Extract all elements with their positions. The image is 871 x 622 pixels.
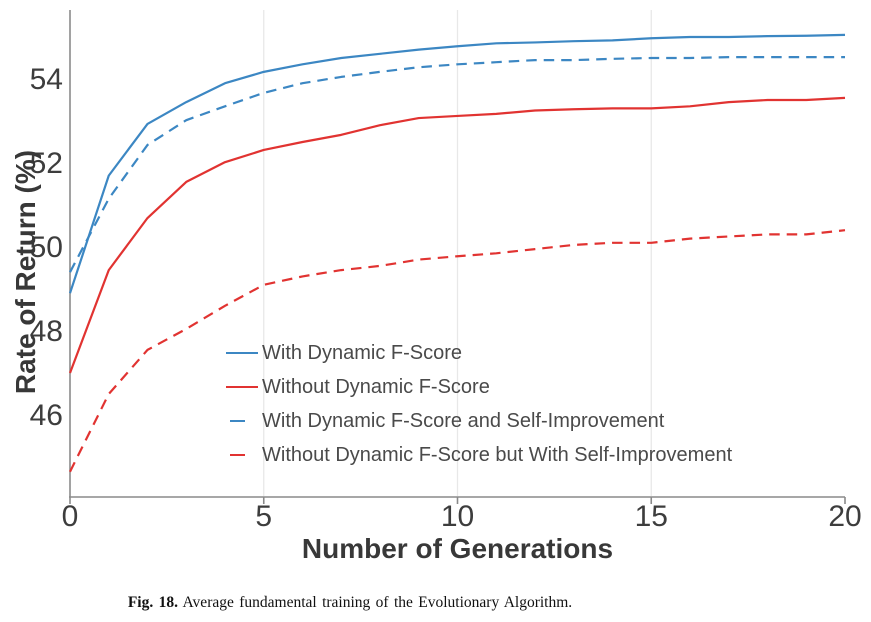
x-tick-label-10: 10 (441, 500, 474, 533)
series-line-1 (68, 96, 846, 374)
x-axis-title: Number of Generations (301, 533, 614, 564)
caption-text: Average fundamental training of the Evol… (182, 594, 573, 611)
legend-item-0: With Dynamic F-Score (226, 336, 732, 370)
legend-label: With Dynamic F-Score (262, 341, 463, 364)
legend-item-3: Without Dynamic F-Score but With Self-Im… (226, 438, 732, 472)
x-tick-label-0: 0 (62, 500, 79, 533)
legend-dashed-line-icon (226, 453, 258, 457)
chart-legend: With Dynamic F-Score Without Dynamic F-Sc… (226, 336, 732, 472)
legend-solid-line-icon (226, 351, 258, 355)
x-tick-label-15: 15 (635, 500, 668, 533)
caption-figure-label: Fig. 18. (127, 594, 178, 611)
x-tick-label-5: 5 (255, 500, 272, 533)
legend-item-1: Without Dynamic F-Score (226, 370, 732, 404)
line-chart: 0 5 10 15 20 46 48 50 52 54 (30, 10, 862, 533)
y-tick-label-46: 46 (30, 399, 63, 432)
series-line-0 (68, 33, 846, 294)
x-tick-label-20: 20 (828, 500, 861, 533)
series-line-2 (69, 56, 845, 273)
legend-label: Without Dynamic F-Score but With Self-Im… (262, 443, 733, 466)
y-axis-title: Rate of Return (%) (10, 149, 41, 395)
y-tick-label-54: 54 (30, 63, 63, 96)
legend-dashed-line-icon (226, 419, 258, 423)
y-tick-label-50: 50 (30, 231, 63, 264)
series-line-3 (69, 229, 846, 473)
legend-label: Without Dynamic F-Score (262, 375, 490, 398)
legend-label: With Dynamic F-Score and Self-Improvemen… (262, 409, 665, 432)
figure-caption: Fig. 18. Average fundamental training of… (0, 594, 700, 612)
legend-solid-line-icon (226, 385, 258, 389)
legend-item-2: With Dynamic F-Score and Self-Improvemen… (226, 404, 732, 438)
y-tick-label-48: 48 (30, 315, 63, 348)
y-tick-label-52: 52 (30, 147, 63, 180)
